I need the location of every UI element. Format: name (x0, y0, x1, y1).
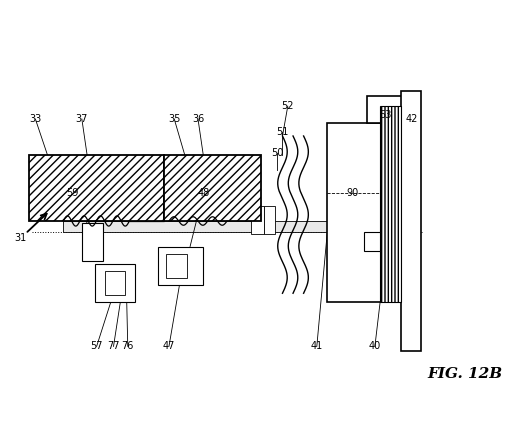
Bar (164, 155, 261, 221)
Text: 76: 76 (121, 341, 134, 351)
Bar (166, 254, 187, 278)
Bar (264, 206, 275, 234)
Bar (105, 271, 125, 295)
Text: 35: 35 (168, 114, 181, 124)
Text: 90: 90 (346, 188, 359, 198)
Bar (95, 264, 135, 302)
Text: 47: 47 (163, 341, 175, 351)
Text: 52: 52 (281, 101, 294, 111)
Text: FIG. 12B: FIG. 12B (427, 367, 502, 381)
Bar (82, 223, 103, 261)
Bar (251, 206, 264, 234)
Bar (63, 221, 372, 232)
Text: 42: 42 (406, 114, 418, 124)
Text: 59: 59 (67, 188, 79, 198)
Bar (29, 155, 164, 221)
Text: 33: 33 (29, 114, 42, 124)
Bar (364, 232, 380, 251)
Text: 77: 77 (107, 341, 120, 351)
Text: 36: 36 (192, 114, 204, 124)
Text: 37: 37 (76, 114, 88, 124)
Bar (401, 91, 421, 351)
Text: 31: 31 (14, 233, 26, 243)
Text: 50: 50 (271, 148, 284, 158)
Text: 48: 48 (197, 188, 210, 198)
Text: 51: 51 (276, 127, 289, 137)
Text: 57: 57 (90, 341, 103, 351)
Text: 41: 41 (310, 341, 323, 351)
Bar (380, 106, 401, 302)
Text: 53: 53 (379, 110, 392, 120)
Bar (327, 123, 409, 302)
Text: 40: 40 (369, 341, 381, 351)
Bar (367, 96, 409, 123)
Bar (129, 191, 164, 221)
Bar (158, 246, 203, 285)
